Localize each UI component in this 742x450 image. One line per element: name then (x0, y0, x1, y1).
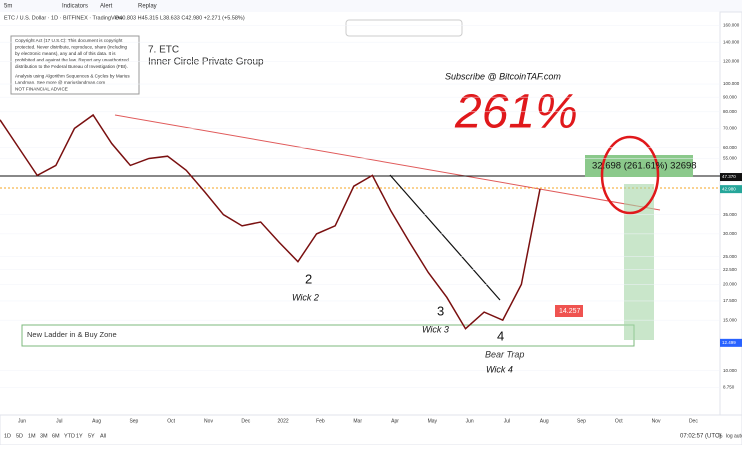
interval[interactable]: 5m (4, 4, 12, 10)
y-tick-label: 70.000 (723, 126, 737, 131)
clock: 07:02:57 (UTC) (680, 434, 721, 440)
y-tick-label: 10.000 (723, 368, 737, 373)
copyright-line: by electronic means), any and all of thi… (15, 51, 116, 56)
trendline (389, 174, 501, 301)
scale-toggle[interactable]: auto (734, 433, 742, 439)
y-tick-label: 120.000 (723, 59, 740, 64)
price-line (0, 113, 541, 330)
wick-label: Wick 2 (292, 292, 319, 302)
x-tick-label: Mar (353, 418, 362, 424)
wick-label: Wick 3 (422, 324, 449, 334)
y-tick-label: 100.000 (723, 81, 740, 86)
range-button[interactable]: All (100, 433, 106, 439)
x-tick-label: Jun (18, 418, 26, 424)
x-tick-label: Aug (540, 418, 549, 424)
range-button[interactable]: 5D (16, 433, 23, 439)
bear-trap: Bear Trap (485, 349, 524, 359)
x-tick-label: Jul (504, 418, 510, 424)
y-tick-label: 160.000 (723, 23, 740, 28)
ohlc: O40.803 H45.315 L38.633 C42.980 +2.271 (… (115, 15, 245, 21)
range-button[interactable]: 5Y (88, 433, 95, 439)
x-tick-label: Oct (615, 418, 623, 424)
zone-label: New Ladder in & Buy Zone (27, 330, 117, 339)
wick-label: Wick 4 (486, 364, 513, 374)
measure-box (624, 184, 654, 340)
copyright-line: NOT FINANCIAL ADVICE (15, 87, 68, 92)
range-button[interactable]: YTD (64, 433, 75, 439)
copyright-line: distribution to the Federal Bureau of In… (15, 64, 128, 69)
y-tick-label: 35.000 (723, 212, 737, 217)
range-button[interactable]: 1Y (76, 433, 83, 439)
measure-label-bg (585, 155, 693, 177)
x-tick-label: Feb (316, 418, 325, 424)
x-tick-label: May (428, 418, 438, 424)
y-tick-label: 8.750 (723, 384, 735, 389)
y-tick-label: 55.000 (723, 156, 737, 161)
x-tick-label: Nov (204, 418, 213, 424)
y-tick-label: 20.000 (723, 282, 737, 287)
symbol: ETC / U.S. Dollar · 1D · BITFINEX · Trad… (4, 15, 123, 21)
x-tick-label: Jun (466, 418, 474, 424)
range-button[interactable]: 1D (4, 433, 11, 439)
range-button[interactable]: 1M (28, 433, 36, 439)
copyright-line: Landman. See more @ mariuslandman.com (15, 80, 105, 85)
price-marker (720, 338, 742, 347)
wick-number: 4 (497, 328, 504, 343)
price-marker-label: 12.499 (722, 340, 736, 345)
trendline (114, 114, 661, 211)
big-percent: 261% (454, 86, 578, 139)
price-marker-label: 42.980 (722, 186, 736, 191)
x-tick-label: Sep (129, 418, 138, 424)
x-tick-label: Oct (167, 418, 175, 424)
y-tick-label: 80.000 (723, 109, 737, 114)
title: 7. ETC (148, 45, 179, 56)
copyright-line: protected. Never distribute, reproduce, … (15, 45, 128, 50)
range-button[interactable]: 3M (40, 433, 48, 439)
subtitle: Inner Circle Private Group (148, 57, 264, 68)
low-label-bg (555, 305, 583, 317)
copyright-box (10, 35, 140, 95)
circle (600, 135, 660, 215)
y-tick-label: 17.500 (723, 298, 737, 303)
x-tick-label: Sep (577, 418, 586, 424)
toolbar-item[interactable]: Indicators (62, 4, 88, 10)
low-label: 14.257 (559, 308, 581, 315)
x-tick-label: Dec (241, 418, 250, 424)
y-tick-label: 140.000 (723, 39, 740, 44)
range-button[interactable]: 6M (52, 433, 60, 439)
price-marker (720, 173, 742, 182)
x-tick-label: Dec (689, 418, 698, 424)
time-axis (0, 414, 742, 446)
y-tick-label: 30.000 (723, 231, 737, 236)
y-tick-label: 60.000 (723, 145, 737, 150)
y-tick-label: 90.000 (723, 94, 737, 99)
price-marker-label: 47.370 (722, 174, 736, 179)
x-tick-label: 2022 (278, 418, 289, 424)
copyright-line: Analysis using Algorithm Sequences & Cyc… (15, 74, 130, 79)
y-tick-label: 25.000 (723, 254, 737, 259)
y-tick-label: 15.000 (723, 317, 737, 322)
toolbar-item[interactable]: Alert (100, 4, 113, 10)
x-tick-label: Apr (391, 418, 399, 424)
drawing-toolbar[interactable] (345, 19, 463, 37)
x-tick-label: Jul (56, 418, 62, 424)
wick-number: 2 (305, 271, 312, 286)
copyright-line: Copyright Act (17 U.S.C): This document … (15, 38, 123, 43)
y-tick-label: 22.500 (723, 267, 737, 272)
scale-toggle[interactable]: % (718, 433, 723, 439)
x-tick-label: Aug (92, 418, 101, 424)
scale-toggle[interactable]: log (726, 433, 733, 439)
wick-number: 3 (437, 303, 444, 318)
subscribe: Subscribe @ BitcoinTAF.com (445, 71, 561, 81)
price-marker (720, 185, 742, 194)
measure-text: 32.698 (261.61%) 32698 (592, 161, 697, 172)
x-tick-label: Nov (652, 418, 661, 424)
copyright-line: prohibited and against the law. Report a… (15, 58, 129, 63)
toolbar-item[interactable]: Replay (138, 4, 157, 10)
top-toolbar (0, 0, 742, 12)
